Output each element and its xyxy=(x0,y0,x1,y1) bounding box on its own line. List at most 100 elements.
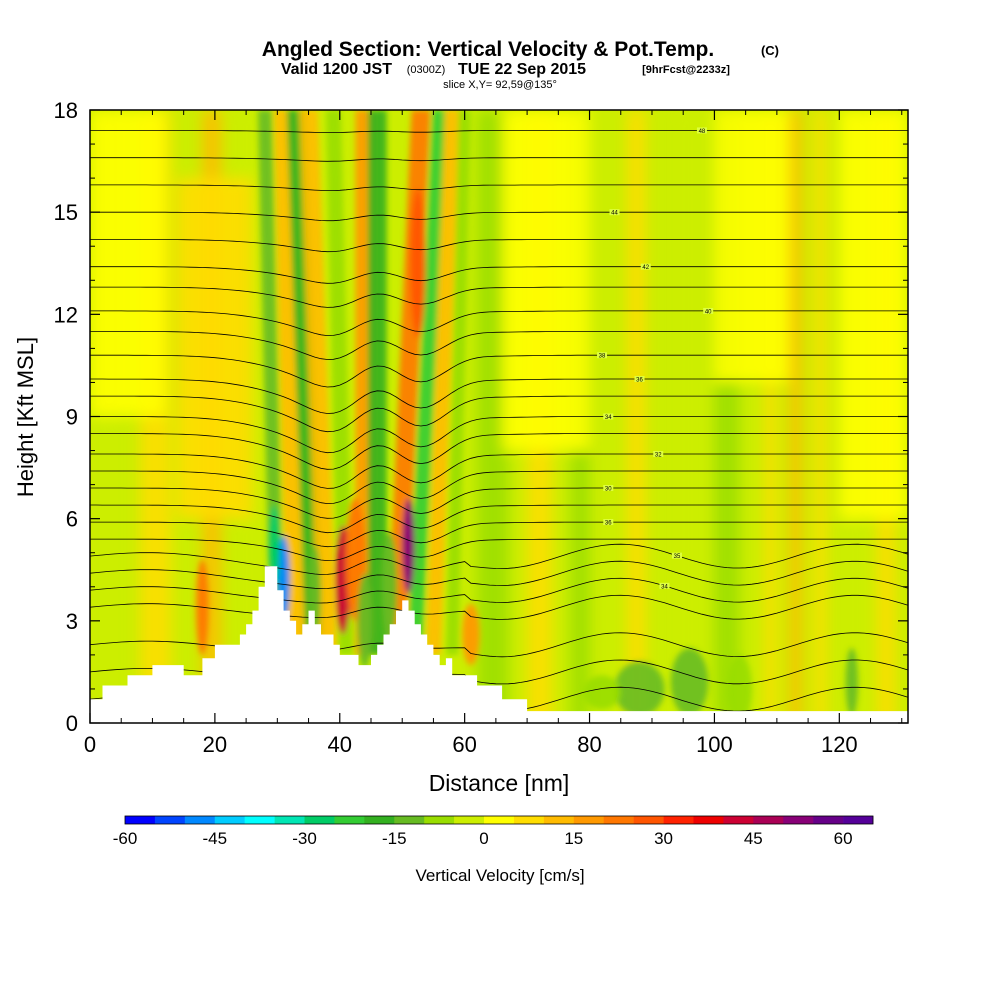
theta-contour xyxy=(90,433,908,470)
theta-contour xyxy=(90,416,908,454)
field-patch xyxy=(839,110,908,519)
field-patch xyxy=(714,110,790,383)
terrain xyxy=(90,566,908,723)
theta-contour-label: 48 xyxy=(699,129,706,135)
theta-contour xyxy=(90,354,908,388)
theta-contour xyxy=(90,378,908,414)
theta-label-bg xyxy=(671,552,682,559)
x-tick-label: 80 xyxy=(577,732,601,757)
colorbar-swatch xyxy=(753,816,784,824)
y-tick-label: 0 xyxy=(66,711,78,736)
field-plume xyxy=(445,110,471,655)
field-patch xyxy=(502,110,590,451)
chart-title-units: (C) xyxy=(761,43,779,58)
theta-contour xyxy=(90,521,908,548)
colorbar-swatch xyxy=(125,816,156,824)
field-patch xyxy=(90,110,165,417)
colorbar-swatch xyxy=(394,816,425,824)
colorbar-tick-label: 45 xyxy=(744,829,763,848)
theta-label-bg xyxy=(603,519,614,526)
slice-label: slice X,Y= 92,59@135° xyxy=(443,79,557,91)
valid-date-label: TUE 22 Sep 2015 xyxy=(458,61,586,78)
theta-contour xyxy=(90,211,908,222)
field-cell xyxy=(670,648,709,717)
theta-label-bg xyxy=(703,307,714,314)
colorbar-swatch xyxy=(274,816,305,824)
field-plume xyxy=(425,110,460,655)
theta-contour xyxy=(90,286,908,308)
plot-area: 34 35 36 30 32 34 36 38 40 42 44 48 xyxy=(89,109,909,724)
chart-title: Angled Section: Vertical Velocity & Pot.… xyxy=(262,38,714,61)
x-tick-label: 20 xyxy=(203,732,227,757)
y-tick-label: 15 xyxy=(54,200,78,225)
colorbar-swatch xyxy=(693,816,724,824)
colorbar-tick-label: 15 xyxy=(564,829,583,848)
y-tick-label: 18 xyxy=(54,98,78,123)
field-cell xyxy=(583,675,621,710)
theta-contour-label: 40 xyxy=(705,309,712,315)
colorbar-swatch xyxy=(244,816,275,824)
y-tick-label: 12 xyxy=(54,302,78,327)
theta-contour xyxy=(90,157,908,162)
colorbar-tick-label: -45 xyxy=(202,829,227,848)
theta-contour xyxy=(90,395,908,433)
colorbar-swatch xyxy=(364,816,395,824)
colorbar-swatch xyxy=(783,816,814,824)
y-tick-label: 9 xyxy=(66,405,78,430)
colorbar-swatch xyxy=(334,816,365,824)
field-plume xyxy=(326,110,354,655)
x-tick-label: 120 xyxy=(821,732,858,757)
colorbar-swatch xyxy=(304,816,335,824)
colorbar-tick-label: -15 xyxy=(382,829,407,848)
theta-contour xyxy=(90,577,908,604)
theta-contour xyxy=(90,130,908,133)
field-cell xyxy=(845,648,859,717)
theta-contour xyxy=(90,594,908,620)
theta-contour xyxy=(90,266,908,284)
theta-contour-label: 36 xyxy=(636,378,643,384)
theta-label-bg xyxy=(659,582,670,589)
y-axis-label: Height [Kft MSL] xyxy=(13,337,38,497)
colorbar-swatch xyxy=(214,816,245,824)
colorbar-swatch xyxy=(723,816,754,824)
theta-contour xyxy=(90,504,908,534)
colorbar-swatch xyxy=(843,816,874,824)
colorbar-swatch xyxy=(813,816,844,824)
colorbar-swatch xyxy=(513,816,545,824)
colorbar-label: Vertical Velocity [cm/s] xyxy=(415,866,584,885)
colorbar-swatch xyxy=(663,816,694,824)
y-tick-label: 3 xyxy=(66,609,78,634)
field-patch xyxy=(177,178,253,519)
colorbar-swatch xyxy=(633,816,664,824)
x-tick-label: 40 xyxy=(328,732,352,757)
theta-contour xyxy=(90,239,908,253)
colorbar-swatch xyxy=(543,816,575,824)
theta-contour-label: 34 xyxy=(605,415,612,421)
theta-contour xyxy=(90,560,908,590)
colorbar-swatch xyxy=(573,816,605,824)
theta-label-bg xyxy=(603,485,614,492)
colorbar-tick-label: 60 xyxy=(834,829,853,848)
field-cell xyxy=(402,498,415,594)
theta-contour-label: 44 xyxy=(611,211,618,217)
theta-label-bg xyxy=(634,376,645,383)
colorbar-frame xyxy=(124,815,874,825)
theta-contour xyxy=(90,470,908,505)
theta-contour-label: 36 xyxy=(605,521,612,527)
colorbar-tick-label: -30 xyxy=(292,829,317,848)
theta-contour xyxy=(90,184,908,191)
colorbar-tick-label: -60 xyxy=(113,829,138,848)
theta-contour xyxy=(90,453,908,489)
theta-label-bg xyxy=(696,127,707,134)
theta-label-bg xyxy=(640,263,651,270)
colorbar-swatch xyxy=(454,816,485,824)
colorbar-swatch xyxy=(603,816,634,824)
theta-label-bg xyxy=(603,413,614,420)
field-cell xyxy=(357,573,373,669)
colorbar-tick-label: 30 xyxy=(654,829,673,848)
x-tick-label: 0 xyxy=(84,732,96,757)
colorbar: -60 -45 -30 -15 0 15 30 45 60 xyxy=(113,815,874,848)
field-plume xyxy=(367,110,387,655)
